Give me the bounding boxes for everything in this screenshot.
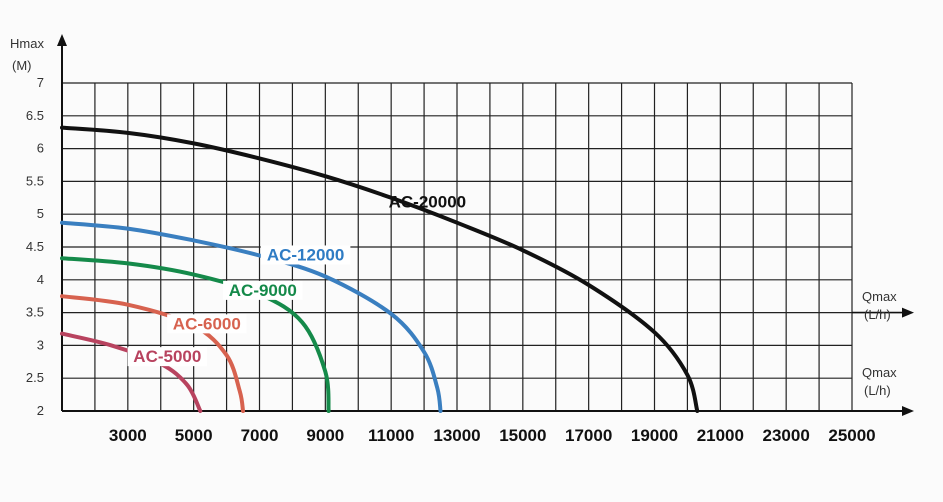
x-tick-label: 15000 — [499, 426, 546, 445]
y-tick-label: 2.5 — [26, 370, 44, 385]
x-tick-label: 9000 — [306, 426, 344, 445]
y-tick-label: 7 — [37, 75, 44, 90]
y-tick-label: 2 — [37, 403, 44, 418]
x-axis-upper-arrow — [902, 307, 914, 318]
y-tick-label: 4 — [37, 272, 44, 287]
y-axis-arrow — [57, 34, 67, 46]
series-label-ac-6000: AC-6000 — [173, 314, 241, 333]
series-line-ac-12000 — [60, 220, 443, 413]
y-tick-label: 6.5 — [26, 108, 44, 123]
y-tick-label: 5 — [37, 206, 44, 221]
series-label-ac-9000: AC-9000 — [229, 281, 297, 300]
x-tick-label: 3000 — [109, 426, 147, 445]
series-label-bg — [260, 245, 351, 265]
y-tick-label: 6 — [37, 141, 44, 156]
axes: 2 2.5 3 3.5 4 4.5 5 5.5 6 6.5 7 3000 5000 7000 9000 110… — [26, 34, 914, 445]
x-axis-unit-lower: (L/h) — [864, 383, 891, 398]
x-tick-label: 21000 — [697, 426, 744, 445]
grid — [62, 82, 853, 411]
series-group — [60, 125, 700, 413]
x-axis-unit-upper: (L/h) — [864, 307, 891, 322]
y-tick-label: 3.5 — [26, 305, 44, 320]
x-tick-label: 23000 — [763, 426, 810, 445]
x-tick-label: 7000 — [241, 426, 279, 445]
series-label-ac-20000: AC-20000 — [389, 192, 467, 211]
series-label-bg — [223, 280, 303, 300]
y-axis-title: Hmax — [10, 36, 44, 51]
series-line-ac-6000 — [60, 294, 245, 413]
labels-group: AC-20000 AC-12000 AC-9000 AC-6000 AC-5000 — [127, 192, 467, 367]
y-tick-label: 5.5 — [26, 173, 44, 188]
x-axis-title-lower: Qmax — [862, 365, 897, 380]
series-label-ac-12000: AC-12000 — [267, 245, 345, 264]
x-tick-label: 17000 — [565, 426, 612, 445]
x-tick-label: 5000 — [175, 426, 213, 445]
series-label-ac-5000: AC-5000 — [133, 347, 201, 366]
x-tick-label: 25000 — [828, 426, 875, 445]
series-label-bg — [127, 347, 208, 367]
x-axis-title-upper: Qmax — [862, 289, 897, 304]
x-tick-label: 11000 — [368, 426, 414, 445]
y-tick-label: 4.5 — [26, 239, 44, 254]
series-label-bg — [167, 314, 247, 334]
y-axis-unit: (M) — [12, 58, 32, 73]
x-tick-label: 19000 — [631, 426, 678, 445]
x-axis-arrow — [902, 406, 914, 416]
y-tick-label: 3 — [37, 337, 44, 352]
series-line-ac-20000 — [60, 125, 700, 413]
x-tick-label: 13000 — [433, 426, 480, 445]
